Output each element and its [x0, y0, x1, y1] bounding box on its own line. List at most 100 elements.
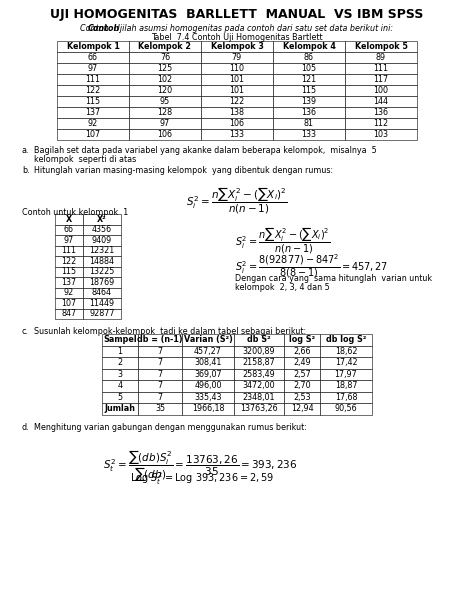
Text: 101: 101	[229, 86, 245, 95]
Bar	[55, 224, 83, 235]
Bar	[345, 63, 417, 74]
Bar	[320, 392, 372, 403]
Bar	[234, 368, 284, 380]
Text: 122: 122	[85, 86, 100, 95]
Text: 369,07: 369,07	[194, 370, 222, 379]
Text: $S_i^2 = \dfrac{8(92877)-847^2}{8(8-1)} = 457,27$: $S_i^2 = \dfrac{8(92877)-847^2}{8(8-1)} …	[235, 252, 388, 280]
Text: kelompok  2, 3, 4 dan 5: kelompok 2, 3, 4 dan 5	[235, 283, 330, 292]
Text: 107: 107	[62, 299, 77, 308]
Text: Varian (S²): Varian (S²)	[183, 335, 232, 345]
Text: 9409: 9409	[92, 236, 112, 245]
Bar	[57, 63, 129, 74]
Bar	[102, 346, 138, 357]
Bar	[273, 63, 345, 74]
Text: Kelompok 5: Kelompok 5	[355, 42, 408, 51]
Bar	[201, 129, 273, 140]
Text: 79: 79	[232, 53, 242, 62]
Bar	[201, 85, 273, 96]
Text: 128: 128	[157, 108, 173, 117]
Text: 112: 112	[374, 119, 389, 128]
Bar	[201, 107, 273, 118]
Text: 496,00: 496,00	[194, 381, 222, 390]
Text: 7: 7	[157, 347, 163, 356]
Text: Kelompok 1: Kelompok 1	[66, 42, 119, 51]
Bar	[201, 41, 273, 52]
Text: 13763,26: 13763,26	[240, 404, 278, 413]
Text: d.: d.	[22, 422, 29, 432]
Bar	[55, 277, 83, 287]
Bar	[234, 346, 284, 357]
Bar	[57, 118, 129, 129]
Text: 133: 133	[229, 130, 245, 139]
Bar	[273, 41, 345, 52]
Text: Susunlah kelompok-kelompok  tadi ke dalam tabel sebagai berikut:: Susunlah kelompok-kelompok tadi ke dalam…	[34, 327, 306, 336]
Text: 7: 7	[157, 393, 163, 402]
Bar	[57, 96, 129, 107]
Text: 92: 92	[88, 119, 98, 128]
Text: Contoh: Contoh	[88, 24, 120, 33]
Bar	[55, 245, 83, 256]
Bar	[284, 346, 320, 357]
Text: $S_i^2 = \dfrac{n\sum X_i^2 - (\sum X_i)^2}{n(n-1)}$: $S_i^2 = \dfrac{n\sum X_i^2 - (\sum X_i)…	[186, 186, 288, 216]
Bar	[57, 129, 129, 140]
Bar	[83, 214, 121, 224]
Bar	[284, 334, 320, 346]
Text: 111: 111	[62, 246, 76, 255]
Bar	[182, 392, 234, 403]
Text: 97: 97	[160, 119, 170, 128]
Bar	[284, 368, 320, 380]
Text: 110: 110	[229, 64, 245, 73]
Text: 76: 76	[160, 53, 170, 62]
Bar	[234, 403, 284, 414]
Bar	[320, 403, 372, 414]
Text: 105: 105	[301, 64, 317, 73]
Bar	[83, 245, 121, 256]
Text: 11449: 11449	[90, 299, 115, 308]
Bar	[273, 129, 345, 140]
Text: Menghitung varian gabungan dengan menggunakan rumus berikut:: Menghitung varian gabungan dengan menggu…	[34, 422, 307, 432]
Text: 2,53: 2,53	[293, 393, 311, 402]
Text: 1966,18: 1966,18	[192, 404, 224, 413]
Bar	[320, 357, 372, 368]
Text: 100: 100	[374, 86, 389, 95]
Bar	[55, 214, 83, 224]
Text: $\mathrm{Log}\ S_t^2 = \mathrm{Log}\ 393,236 = 2,59$: $\mathrm{Log}\ S_t^2 = \mathrm{Log}\ 393…	[130, 471, 273, 487]
Text: 2,70: 2,70	[293, 381, 311, 390]
Text: 5: 5	[118, 393, 123, 402]
Bar	[345, 41, 417, 52]
Bar	[284, 380, 320, 392]
Bar	[182, 380, 234, 392]
Bar	[102, 403, 138, 414]
Bar	[57, 74, 129, 85]
Text: db S²: db S²	[247, 335, 271, 345]
Bar	[234, 392, 284, 403]
Text: 14884: 14884	[90, 257, 115, 266]
Text: 2348,01: 2348,01	[243, 393, 275, 402]
Bar	[284, 403, 320, 414]
Text: 133: 133	[301, 130, 317, 139]
Text: 7: 7	[157, 358, 163, 367]
Text: Bagilah set data pada variabel yang akanke dalam beberapa kelompok,  misalnya  5: Bagilah set data pada variabel yang akan…	[34, 146, 377, 155]
Text: Hitunglah varian masing-masing kelompok  yang dibentuk dengan rumus:: Hitunglah varian masing-masing kelompok …	[34, 166, 333, 175]
Bar	[57, 85, 129, 96]
Bar	[57, 107, 129, 118]
Text: X²: X²	[97, 215, 107, 224]
Text: 95: 95	[160, 97, 170, 106]
Bar	[138, 403, 182, 414]
Text: 308,41: 308,41	[194, 358, 222, 367]
Text: 18769: 18769	[90, 278, 115, 287]
Text: 4: 4	[118, 381, 122, 390]
Bar	[55, 308, 83, 319]
Bar	[201, 96, 273, 107]
Bar	[102, 392, 138, 403]
Text: 92877: 92877	[89, 309, 115, 318]
Text: 139: 139	[301, 97, 317, 106]
Bar	[320, 334, 372, 346]
Text: 136: 136	[301, 108, 317, 117]
Text: X: X	[66, 215, 72, 224]
Text: Jumlah: Jumlah	[104, 404, 136, 413]
Bar	[273, 118, 345, 129]
Bar	[138, 380, 182, 392]
Text: Kelompok 2: Kelompok 2	[138, 42, 191, 51]
Text: 103: 103	[374, 130, 389, 139]
